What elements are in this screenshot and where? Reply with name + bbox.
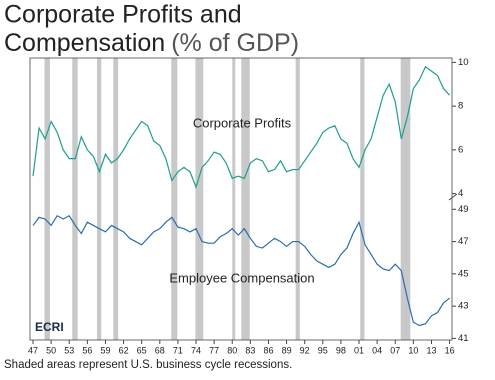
- chart-title: Compensation: [4, 29, 165, 57]
- x-tick-label: 71: [173, 345, 183, 355]
- recession-band: [44, 58, 50, 340]
- recession-band: [400, 58, 411, 340]
- y-tick-label: 45: [458, 268, 469, 279]
- x-tick-label: 56: [82, 345, 92, 355]
- x-tick-label: 10: [408, 345, 418, 355]
- x-tick-label: 83: [245, 345, 255, 355]
- x-tick-label: 98: [336, 345, 346, 355]
- recession-band: [113, 58, 119, 340]
- x-tick-label: 53: [64, 345, 74, 355]
- x-tick-label: 65: [137, 345, 147, 355]
- source-logo: ECRI: [35, 320, 64, 334]
- x-tick-label: 89: [282, 345, 292, 355]
- x-tick-label: 92: [300, 345, 310, 355]
- x-tick-label: 50: [46, 345, 56, 355]
- recession-band: [72, 58, 78, 340]
- x-tick-label: 59: [100, 345, 110, 355]
- series-line: [32, 214, 450, 327]
- recession-band: [241, 58, 250, 340]
- chart-subtitle: (% of GDP): [171, 29, 299, 57]
- footnote: Shaded areas represent U.S. business cyc…: [4, 359, 292, 371]
- y-tick-label: 10: [458, 57, 469, 68]
- y-tick-label: 8: [458, 101, 463, 112]
- x-tick-label: 13: [426, 345, 436, 355]
- recession-band: [360, 58, 365, 340]
- x-tick-label: 77: [209, 345, 219, 355]
- x-tick-label: 16: [445, 345, 455, 355]
- x-tick-label: 01: [354, 345, 364, 355]
- recession-band: [295, 58, 300, 340]
- series-line: [32, 65, 451, 189]
- x-tick-label: 86: [263, 345, 273, 355]
- axis-break: [448, 193, 458, 201]
- chart-title: Compensation (% of GDP): [4, 29, 299, 57]
- recession-band: [171, 58, 178, 340]
- y-tick-label: 4: [458, 188, 463, 199]
- recession-band: [195, 58, 204, 340]
- y-tick-label: 41: [458, 333, 469, 344]
- y-tick-label: 6: [458, 144, 463, 155]
- x-tick-label: 04: [372, 345, 382, 355]
- y-tick-label: 47: [458, 236, 469, 247]
- x-tick-label: 07: [390, 345, 400, 355]
- x-tick-label: 68: [155, 345, 165, 355]
- x-tick-label: 95: [318, 345, 328, 355]
- x-tick-label: 62: [119, 345, 129, 355]
- plot-frame: [29, 57, 453, 341]
- x-tick-label: 80: [227, 345, 237, 355]
- series-label: Employee Compensation: [169, 270, 314, 285]
- y-tick-label: 43: [458, 301, 469, 312]
- recession-band: [97, 58, 102, 340]
- y-tick-label: 49: [458, 204, 469, 215]
- series-label: Corporate Profits: [193, 115, 292, 130]
- chart-title: Corporate Profits and: [4, 1, 242, 29]
- x-tick-label: 74: [191, 345, 201, 355]
- recession-band: [232, 58, 236, 340]
- x-tick-label: 47: [28, 345, 38, 355]
